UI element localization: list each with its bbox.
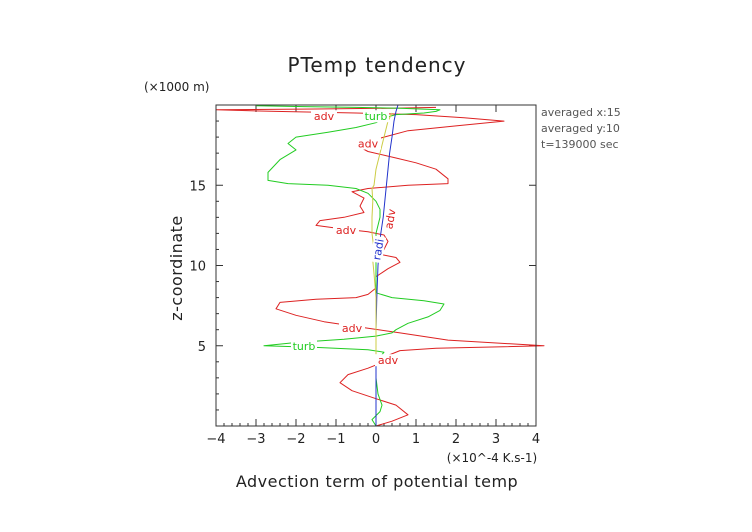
x-tick-label: −2 [286,432,305,447]
curve-label-bg [381,205,399,233]
curve-label: adv [336,224,357,237]
curve-label-bg [333,224,359,237]
x-tick-label: −4 [206,432,225,447]
y-tick-label: 10 [189,260,206,275]
x-tick-label: 1 [412,432,420,447]
curve-label-bg [355,137,381,150]
series-adv [215,106,545,427]
y-axis-ticks: 5 10 15 [189,120,536,411]
curve-label: adv [314,110,335,123]
curve-label-bg [375,354,401,367]
x-tick-label: 2 [452,432,460,447]
curve-label-bg [363,110,389,123]
y-tick-label: 15 [189,179,206,194]
y-unit-label: (×1000 m) [144,80,209,94]
x-axis-ticks: −4 −3 −2 −1 0 1 2 3 4 [206,105,540,447]
curve-label: adv [378,354,399,367]
series-turb [255,105,445,427]
info-line-3: t=139000 sec [541,138,619,151]
curve-label-bg [339,322,365,335]
curve-label-bg [311,110,337,123]
series-total [371,112,393,362]
chart-title: PTemp tendency [287,53,466,77]
x-tick-label: 3 [492,432,500,447]
x-unit-label: (×10^-4 K.s-1) [447,451,537,465]
curve-label-bg [291,339,317,352]
x-tick-label: −1 [326,432,345,447]
info-line-1: averaged x:15 [541,106,621,119]
x-tick-label: 0 [372,432,380,447]
curve-label: turb [365,110,388,123]
y-tick-label: 5 [198,340,206,355]
series-layer [215,104,545,427]
plot-frame [215,104,537,427]
curve-label-bg [369,235,387,264]
info-line-2: averaged y:10 [541,122,620,135]
curve-label: radi [370,238,387,261]
curve-label: adv [358,138,379,151]
x-tick-label: −3 [246,432,265,447]
curve-label: adv [382,207,398,230]
x-axis-label: Advection term of potential temp [236,472,518,491]
x-tick-label: 4 [532,432,540,447]
y-axis-label: z-coordinate [167,215,186,321]
curve-label: adv [342,322,363,335]
curve-label: turb [293,340,316,353]
